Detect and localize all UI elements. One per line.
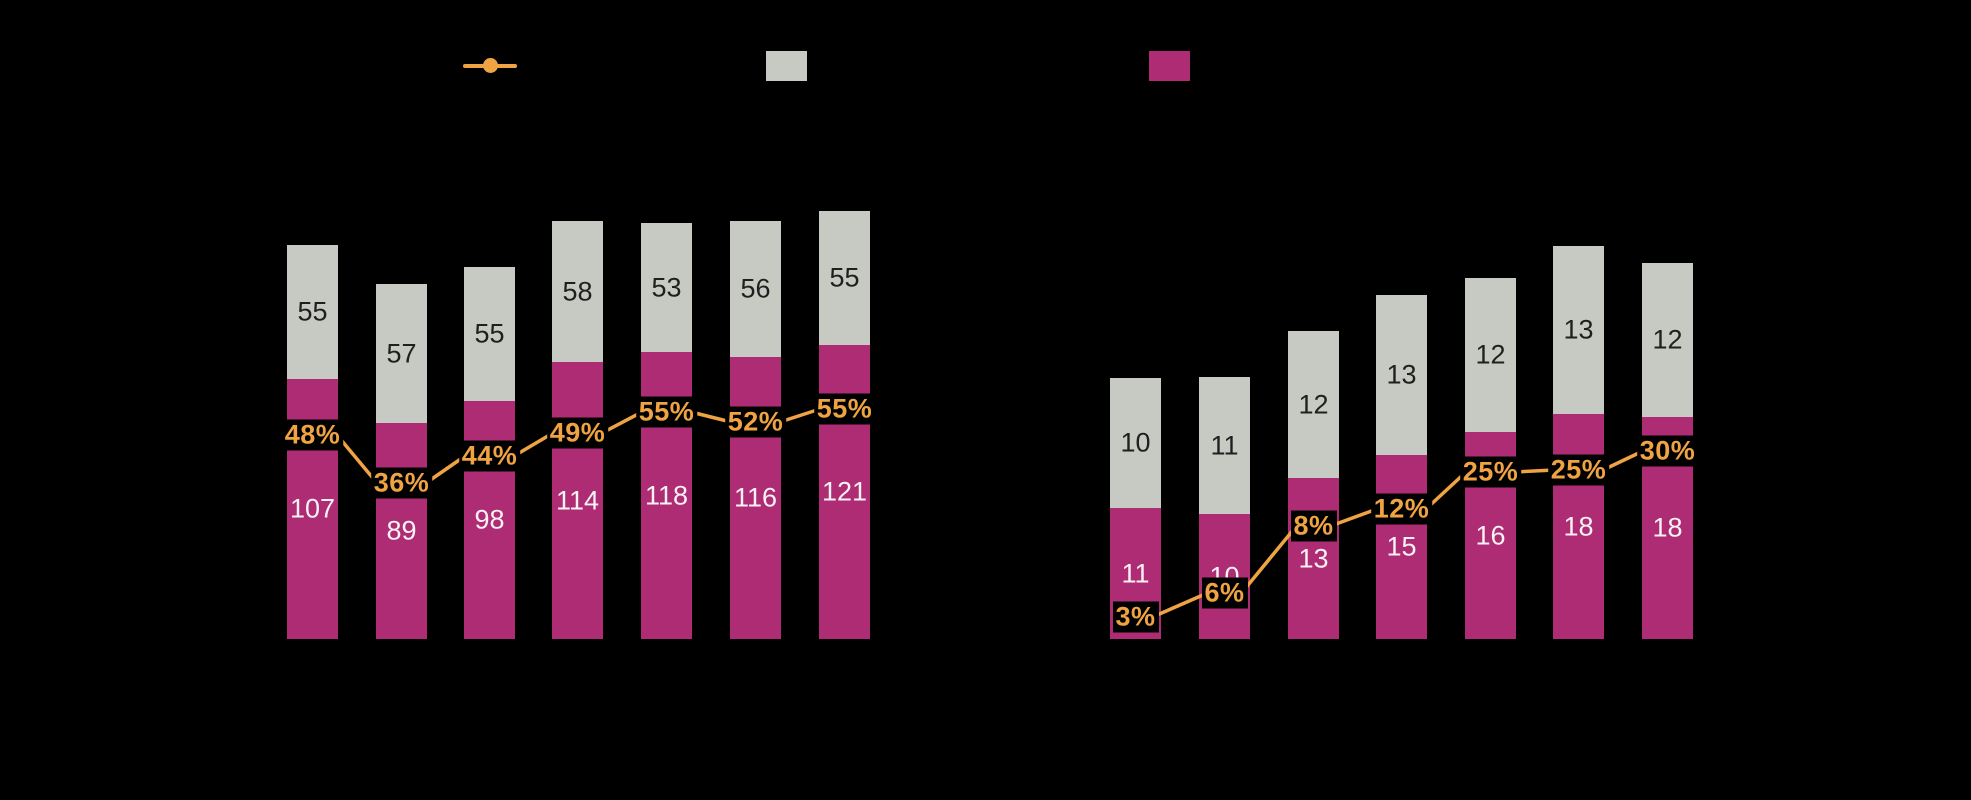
- bar-segment-gray: [1199, 377, 1250, 514]
- percent-label: 25%: [1459, 456, 1522, 488]
- percent-label: 48%: [281, 419, 344, 451]
- bar-segment-gray: [1288, 331, 1339, 478]
- bar-value-label-magenta: 116: [733, 482, 778, 513]
- bar-value-label-magenta: 121: [821, 476, 868, 507]
- bar-value-label-gray: 53: [651, 272, 682, 302]
- bar-segment-gray: [376, 284, 427, 423]
- bar-segment-gray: [1553, 246, 1604, 414]
- percent-label: 52%: [724, 406, 787, 438]
- bar-value-label-gray: 57: [386, 338, 417, 368]
- bar-value-label-gray: 55: [297, 296, 328, 327]
- bar-value-label-magenta: 18: [1652, 512, 1683, 543]
- bar-value-label-gray: 55: [829, 262, 860, 293]
- bar-value-label-magenta: 13: [1298, 543, 1329, 573]
- bar-value-label-magenta: 114: [555, 485, 600, 515]
- bar-segment-gray: [641, 223, 692, 352]
- bar-value-label-gray: 55: [474, 318, 505, 349]
- bar-value-label-gray: 13: [1563, 314, 1594, 345]
- bar-value-label-gray: 12: [1652, 324, 1683, 355]
- bar-segment-gray: [1110, 378, 1161, 508]
- percent-label: 49%: [546, 417, 609, 449]
- percent-label: 55%: [813, 393, 876, 425]
- percent-label: 25%: [1547, 454, 1610, 486]
- bar-value-label-gray: 11: [1210, 430, 1239, 460]
- bar-value-label-gray: 10: [1120, 427, 1151, 458]
- percent-label: 12%: [1370, 493, 1433, 525]
- bar-value-label-gray: 13: [1386, 359, 1417, 390]
- bar-segment-gray: [287, 245, 338, 379]
- bar-segment-magenta: [730, 357, 781, 639]
- percent-label: 55%: [635, 396, 698, 428]
- percent-label: 6%: [1201, 577, 1248, 609]
- percent-label: 3%: [1112, 601, 1159, 633]
- bar-value-label-gray: 12: [1298, 389, 1329, 419]
- bar-segment-gray: [464, 267, 515, 401]
- bar-segment-gray: [552, 221, 603, 362]
- bar-segment-magenta: [1553, 414, 1604, 639]
- bar-segment-magenta: [376, 423, 427, 639]
- bar-value-label-magenta: 98: [474, 504, 505, 535]
- bar-value-label-magenta: 89: [386, 515, 417, 546]
- legend-swatch-gray-top-series: [766, 51, 807, 81]
- bar-value-label-gray: 56: [740, 273, 771, 304]
- bar-segment-gray: [730, 221, 781, 357]
- bar-segment-magenta: [552, 362, 603, 639]
- bar-value-label-magenta: 11: [1121, 558, 1150, 588]
- percent-label: 30%: [1636, 435, 1699, 467]
- percent-label: 36%: [370, 467, 433, 499]
- bar-value-label-magenta: 15: [1386, 531, 1417, 562]
- percent-label: 8%: [1290, 510, 1337, 542]
- bar-value-label-magenta: 18: [1563, 511, 1594, 541]
- bar-value-label-magenta: 107: [289, 493, 336, 524]
- bar-segment-gray: [1376, 295, 1427, 455]
- bar-value-label-magenta: 118: [644, 480, 689, 510]
- bar-value-label-gray: 12: [1475, 339, 1506, 370]
- bar-value-label-magenta: 16: [1475, 520, 1506, 550]
- legend-swatch-magenta-bottom-series: [1149, 51, 1190, 81]
- bar-segment-magenta: [1376, 455, 1427, 639]
- legend-line-marker-dot-icon: [482, 58, 498, 73]
- percent-label: 44%: [458, 440, 521, 472]
- bar-segment-gray: [1465, 278, 1516, 432]
- bar-segment-gray: [1642, 263, 1693, 417]
- bar-value-label-gray: 58: [562, 276, 593, 306]
- bar-segment-gray: [819, 211, 870, 345]
